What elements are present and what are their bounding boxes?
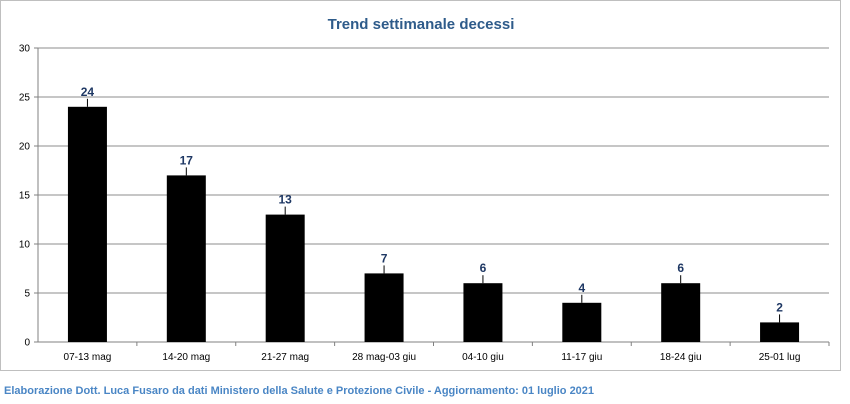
y-tick-label: 15 <box>19 191 31 202</box>
bars <box>67 106 800 342</box>
y-tick-label: 20 <box>19 142 31 153</box>
chart-frame: Trend settimanale decessi 24 17 13 7 6 4 6 2 0 5… <box>0 0 841 371</box>
bar <box>265 214 305 342</box>
y-tick-label: 25 <box>19 93 31 104</box>
x-tick-label: 11-17 giu <box>561 352 602 363</box>
x-tick-label: 04-10 giu <box>462 352 504 363</box>
data-label: 4 <box>578 281 585 295</box>
x-tick-label: 25-01 lug <box>759 352 801 363</box>
bar <box>760 322 800 342</box>
x-tick-label: 14-20 mag <box>162 352 210 363</box>
data-label: 7 <box>381 251 388 265</box>
bar <box>364 273 404 342</box>
data-label: 17 <box>180 153 194 167</box>
x-tick-label: 21-27 mag <box>261 352 309 363</box>
chart-title: Trend settimanale decessi <box>328 16 515 33</box>
grid-lines <box>38 47 829 294</box>
bar <box>67 106 107 342</box>
data-label: 6 <box>480 261 487 275</box>
bar <box>166 175 206 342</box>
x-tick-label: 28 mag-03 giu <box>352 352 416 363</box>
y-tick-label: 5 <box>24 289 30 300</box>
data-label: 6 <box>677 261 684 275</box>
x-tick-label: 18-24 giu <box>660 352 702 363</box>
x-tick-labels: 07-13 mag 14-20 mag 21-27 mag 28 mag-03 giu… <box>64 352 801 363</box>
data-label: 24 <box>81 85 95 99</box>
y-tick-labels: 0 5 10 15 20 25 30 <box>19 44 31 349</box>
x-tick-label: 07-13 mag <box>64 352 112 363</box>
bar <box>463 283 503 342</box>
data-labels: 24 17 13 7 6 4 6 2 <box>81 85 783 323</box>
data-label: 2 <box>776 300 783 314</box>
y-tick-label: 0 <box>24 338 30 349</box>
bar-chart: Trend settimanale decessi 24 17 13 7 6 4 6 2 0 5… <box>19 16 830 363</box>
y-tick-label: 10 <box>19 240 31 251</box>
axes <box>34 47 830 346</box>
source-footer: Elaborazione Dott. Luca Fusaro da dati M… <box>4 385 595 397</box>
bar <box>562 302 602 342</box>
bar <box>661 283 701 342</box>
data-label: 13 <box>279 193 293 207</box>
y-tick-label: 30 <box>19 44 31 55</box>
